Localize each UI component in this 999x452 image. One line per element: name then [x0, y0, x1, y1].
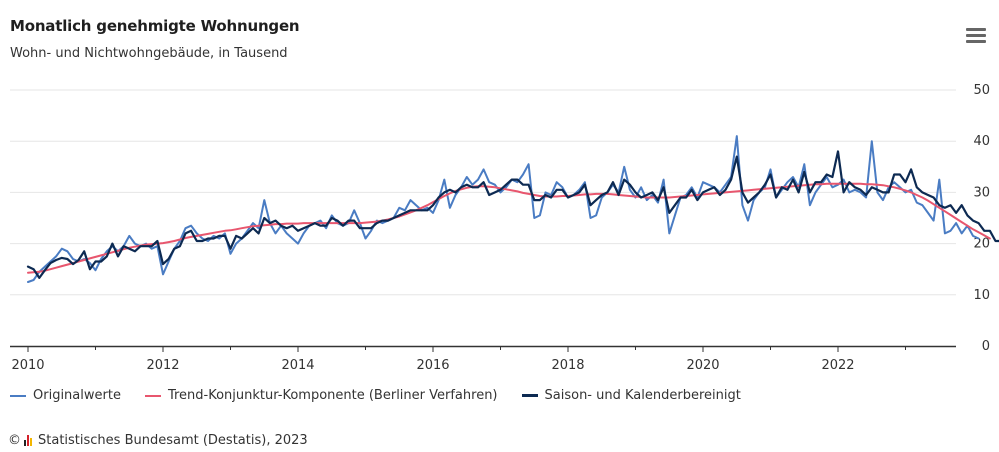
series-line-adjusted [26, 150, 999, 279]
x-tick-label-2018: 2018 [551, 358, 584, 373]
y-tick-label-50: 50 [973, 83, 990, 98]
legend: Originalwerte Trend-Konjunktur-Komponent… [10, 388, 765, 403]
y-tick-label-20: 20 [973, 237, 990, 252]
credit-text: Statistisches Bundesamt (Destatis), 2023 [38, 433, 308, 448]
legend-label-adjusted: Saison- und Kalenderbereinigt [544, 388, 741, 403]
series-line-original [27, 135, 980, 283]
hamburger-menu-icon[interactable] [966, 28, 986, 46]
legend-swatch-original [10, 394, 26, 397]
x-tick-label-2020: 2020 [686, 358, 719, 373]
legend-item-adjusted[interactable]: Saison- und Kalenderbereinigt [521, 388, 741, 403]
legend-label-trend: Trend-Konjunktur-Komponente (Berliner Ve… [167, 388, 498, 403]
chart-title: Monatlich genehmigte Wohnungen [10, 17, 300, 35]
destatis-logo-icon [24, 435, 33, 446]
x-tick-label-2016: 2016 [416, 358, 449, 373]
x-tick-label-2022: 2022 [821, 358, 854, 373]
y-tick-label-40: 40 [973, 134, 990, 149]
line-chart: 0 10 20 30 40 50 2010 2012 2014 2016 2018 2020 2022 [10, 83, 999, 373]
series-line-trend [27, 182, 991, 274]
x-tick-label-2012: 2012 [146, 358, 179, 373]
x-tick-label-2014: 2014 [281, 358, 314, 373]
copyright-symbol: © [8, 433, 21, 448]
legend-swatch-trend [144, 394, 161, 397]
legend-swatch-adjusted [521, 394, 538, 397]
y-tick-label-0: 0 [982, 339, 990, 354]
y-tick-label-10: 10 [973, 288, 990, 303]
legend-item-original[interactable]: Originalwerte [10, 388, 121, 403]
x-tick-label-2010: 2010 [11, 358, 44, 373]
chart-subtitle: Wohn- und Nichtwohngebäude, in Tausend [10, 46, 288, 61]
legend-item-trend[interactable]: Trend-Konjunktur-Komponente (Berliner Ve… [144, 388, 498, 403]
y-tick-label-30: 30 [973, 185, 990, 200]
source-credit: © Statistisches Bundesamt (Destatis), 20… [8, 433, 308, 448]
legend-label-original: Originalwerte [33, 388, 121, 403]
